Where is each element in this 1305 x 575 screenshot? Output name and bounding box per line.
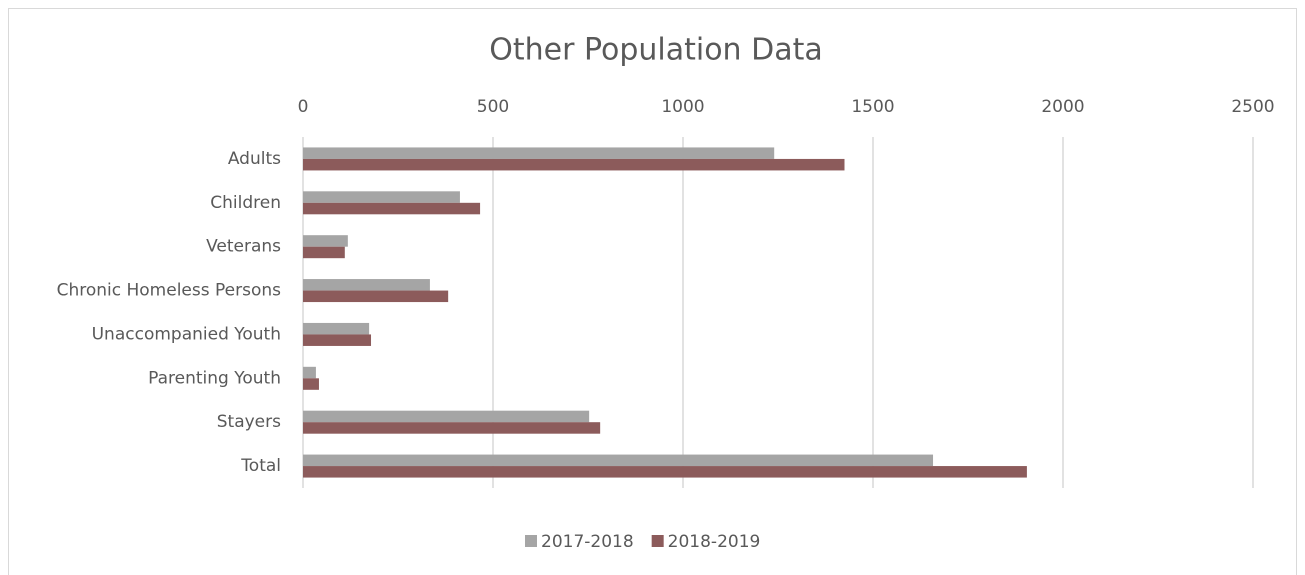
bar [303,410,590,423]
legend-label: 2017-2018 [541,532,634,552]
y-tick-label: Children [210,193,281,213]
bar [303,202,481,215]
chart-title: Other Population Data [489,33,823,68]
y-tick-label: Chronic Homeless Persons [57,281,282,301]
chart-frame [8,8,1297,575]
x-tick-label: 0 [298,97,309,117]
y-tick-label: Veterans [206,237,281,257]
bar [303,466,1027,478]
y-tick-label: Adults [228,149,281,169]
bar [303,454,934,467]
bar [303,279,430,291]
bar [303,422,601,434]
bar [303,322,370,335]
bar [303,191,460,203]
y-tick-label: Parenting Youth [148,368,281,388]
bar [303,366,316,379]
bar [303,334,372,346]
y-tick-label: Unaccompanied Youth [92,324,281,344]
x-tick-label: 500 [477,97,509,117]
x-tick-label: 1000 [661,97,704,117]
bar [303,246,345,259]
bar [303,235,348,247]
x-tick-label: 2000 [1041,97,1084,117]
y-tick-label: Total [240,456,281,476]
bar [303,158,845,171]
legend-swatch [651,535,664,547]
x-tick-label: 1500 [851,97,894,117]
legend-label: 2018-2019 [668,532,761,552]
y-tick-label: Stayers [217,412,281,432]
bar [303,378,319,390]
bar [303,290,449,303]
x-tick-label: 2500 [1231,97,1274,117]
bar [303,147,775,159]
legend-swatch [525,535,537,547]
